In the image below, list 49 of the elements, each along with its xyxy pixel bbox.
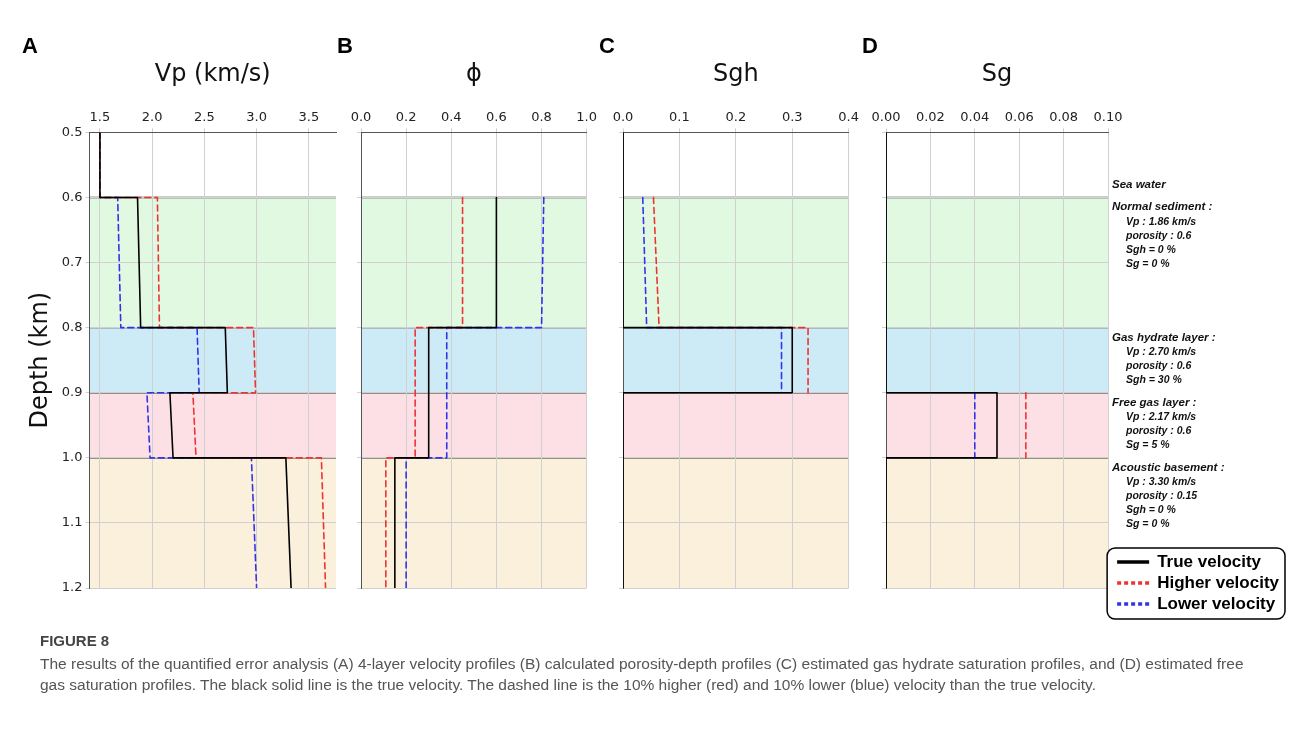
x-tick-label: 0.10 xyxy=(1093,108,1123,124)
chart-title: A xyxy=(22,33,38,59)
x-tick-label: 2.0 xyxy=(141,108,163,124)
x-tick-label: 0.0 xyxy=(612,108,634,124)
legend-label: True velocity xyxy=(1157,551,1262,571)
x-axis-title: Vp (km/s) xyxy=(154,59,271,88)
x-tick-label: 0.4 xyxy=(838,108,860,124)
y-tick-label: 0.5 xyxy=(61,123,83,139)
x-tick-label: 0.04 xyxy=(960,108,990,124)
x-tick-label: 0.2 xyxy=(395,108,417,124)
chart-title: B xyxy=(337,33,353,59)
y-tick-label: 0.8 xyxy=(61,319,83,335)
x-tick-label: 2.5 xyxy=(194,108,215,124)
chart-title: D xyxy=(862,33,878,59)
x-tick-label: 0.00 xyxy=(871,108,901,124)
y-axis-title: Depth (km) xyxy=(24,291,53,429)
y-tick-label: 0.9 xyxy=(61,384,83,400)
x-axis-title: Sgh xyxy=(712,59,759,88)
x-tick-label: 0.6 xyxy=(486,108,507,124)
chart-title: C xyxy=(599,33,615,59)
caption: FIGURE 8 xyxy=(40,631,111,651)
y-tick-label: 1.0 xyxy=(61,449,83,465)
x-tick-label: 3.5 xyxy=(298,108,320,124)
x-tick-label: 0.06 xyxy=(1004,108,1034,124)
x-tick-label: 0.02 xyxy=(915,108,945,124)
x-tick-label: 0.0 xyxy=(350,108,372,124)
text: Normal sediment : Vp : 1.86 km/s porosity : 0.6 Sgh = 0 % Sg = 0 % xyxy=(1112,200,1213,269)
text: Gas hydrate layer : Vp : 2.70 km/s porosity : 0.6 Sgh = 30 % xyxy=(1112,330,1216,385)
x-tick-label: 0.08 xyxy=(1049,108,1079,124)
text: Sea water xyxy=(1112,178,1167,191)
x-tick-label: 0.2 xyxy=(725,108,747,124)
text: Free gas layer : Vp : 2.17 km/s porosity : 0.6 Sg = 5 % xyxy=(1112,395,1197,450)
x-tick-label: 0.4 xyxy=(440,108,462,124)
y-tick-label: 1.2 xyxy=(61,579,83,595)
legend-label: Higher velocity xyxy=(1157,572,1280,592)
x-tick-label: 0.1 xyxy=(669,108,690,124)
x-tick-label: 1.5 xyxy=(89,108,111,124)
text: Acoustic basement : Vp : 3.30 km/s porosity : 0.15 Sgh = 0 % Sg = 0 % xyxy=(1111,460,1225,529)
x-tick-label: 0.8 xyxy=(531,108,552,124)
x-axis-title: Sg xyxy=(981,59,1013,88)
x-tick-label: 3.0 xyxy=(246,108,267,124)
x-axis-title: ϕ xyxy=(465,59,482,88)
y-tick-label: 1.1 xyxy=(61,514,83,530)
y-tick-label: 0.7 xyxy=(61,253,83,269)
legend-label: Lower velocity xyxy=(1157,593,1276,613)
y-tick-label: 0.6 xyxy=(61,188,83,204)
x-tick-label: 0.3 xyxy=(781,108,803,124)
x-tick-label: 1.0 xyxy=(576,108,598,124)
text: The results of the quantified error analysis (A) 4-layer velocity profiles (B) calculated porosity-depth profiles (C) estimated gas hydrate saturation profiles, and (D) estimated free gas saturation profiles. The black solid line is the true velocity. The dashed line is the 10% higher (red) and 10% lower (blue) velocity than the true velocity. xyxy=(40,654,1245,695)
